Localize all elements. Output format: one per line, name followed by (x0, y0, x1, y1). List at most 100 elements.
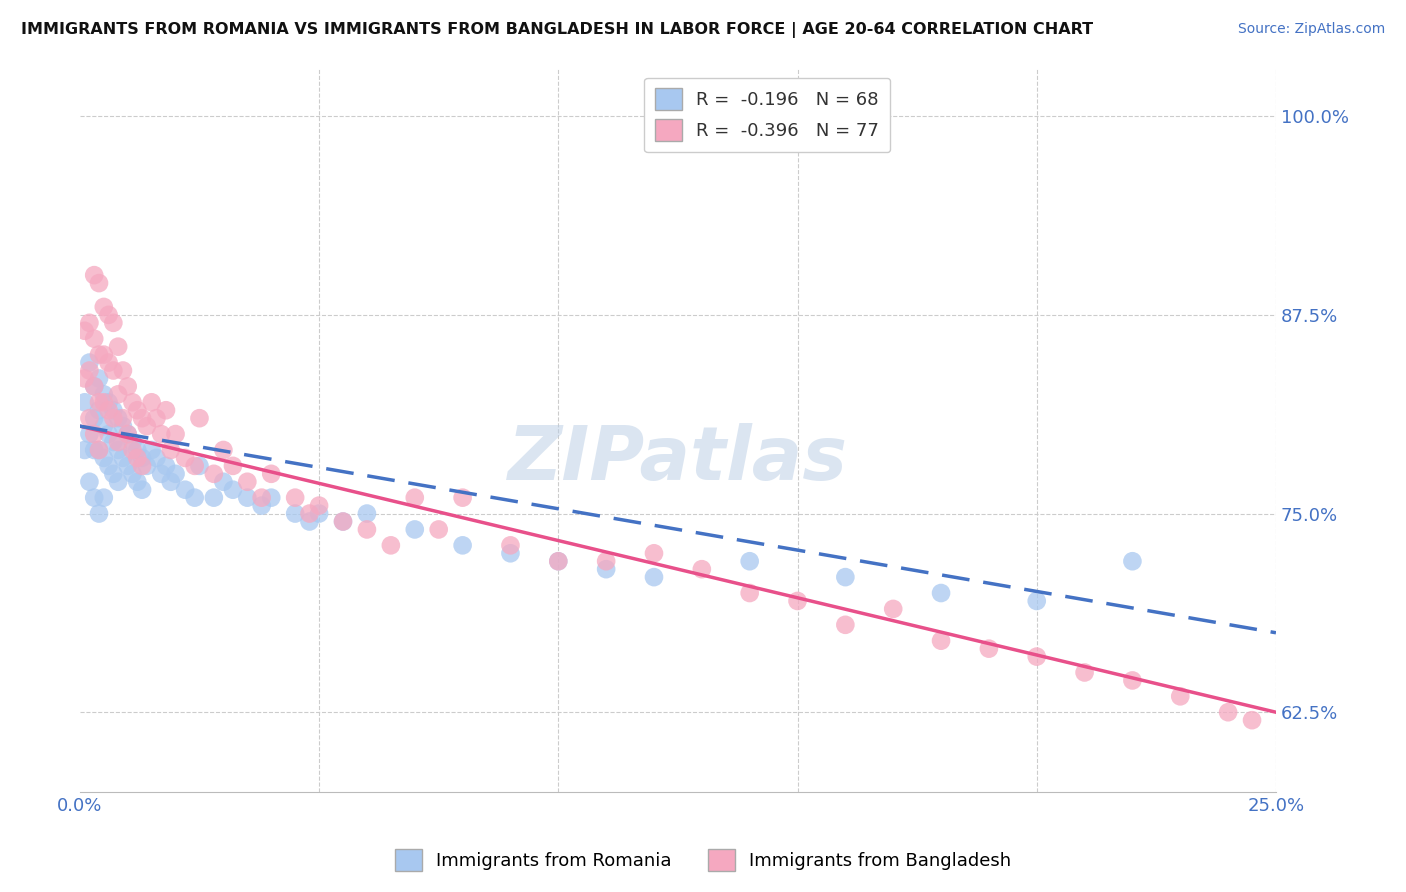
Point (73, 371, 96, 385)
Point (155, 403, 177, 417)
Point (834, 617, 856, 632)
Point (83, 411, 105, 425)
Point (83, 442, 105, 457)
Point (131, 411, 153, 425)
Point (107, 435, 129, 450)
Point (298, 507, 321, 521)
Point (451, 491, 474, 505)
Point (83, 379, 105, 393)
Point (97, 308, 120, 322)
Point (93, 450, 115, 465)
Point (93, 491, 115, 505)
Point (155, 458, 177, 473)
Point (131, 458, 153, 473)
Point (103, 363, 125, 377)
Point (97, 403, 120, 417)
Point (87, 442, 110, 457)
Text: ZIPatlas: ZIPatlas (508, 423, 848, 496)
Point (834, 570, 856, 584)
Point (141, 442, 163, 457)
Point (404, 491, 426, 505)
Point (117, 379, 139, 393)
Point (159, 442, 181, 457)
Point (595, 554, 617, 568)
Point (250, 491, 273, 505)
Point (83, 268, 105, 282)
Point (356, 523, 378, 537)
Point (738, 586, 761, 600)
Point (1073, 665, 1095, 680)
Point (83, 491, 105, 505)
Point (111, 411, 134, 425)
Point (135, 458, 157, 473)
Point (222, 483, 245, 497)
Point (404, 523, 426, 537)
Point (929, 633, 952, 648)
Point (121, 395, 143, 409)
Point (121, 435, 143, 450)
Point (250, 499, 273, 513)
Point (145, 450, 167, 465)
Point (117, 458, 139, 473)
Point (236, 491, 259, 505)
Point (202, 491, 225, 505)
Point (308, 507, 330, 521)
Point (117, 427, 139, 442)
Point (643, 546, 665, 560)
Point (117, 427, 139, 442)
Point (738, 554, 761, 568)
Point (298, 515, 321, 529)
Point (111, 419, 134, 434)
Point (141, 395, 163, 409)
Point (150, 467, 173, 481)
Text: IMMIGRANTS FROM ROMANIA VS IMMIGRANTS FROM BANGLADESH IN LABOR FORCE | AGE 20-64: IMMIGRANTS FROM ROMANIA VS IMMIGRANTS FR… (21, 22, 1094, 38)
Point (1240, 713, 1263, 727)
Point (127, 442, 149, 457)
Point (165, 467, 187, 481)
Point (356, 507, 378, 521)
Point (107, 442, 129, 457)
Point (183, 458, 205, 473)
Point (87, 371, 110, 385)
Point (97, 427, 120, 442)
Point (308, 499, 330, 513)
Point (121, 467, 143, 481)
Point (79, 316, 101, 330)
Point (643, 570, 665, 584)
Point (159, 475, 181, 489)
Text: Source: ZipAtlas.com: Source: ZipAtlas.com (1237, 22, 1385, 37)
Point (73, 395, 96, 409)
Point (121, 442, 143, 457)
Point (188, 458, 211, 473)
Point (547, 554, 569, 568)
Point (284, 507, 307, 521)
Point (79, 427, 101, 442)
Point (103, 435, 125, 450)
Point (107, 475, 129, 489)
Point (127, 475, 149, 489)
Point (236, 475, 259, 489)
Point (499, 546, 522, 560)
Point (332, 515, 354, 529)
Point (451, 538, 474, 552)
Point (284, 491, 307, 505)
Point (79, 475, 101, 489)
Point (93, 419, 115, 434)
Point (97, 395, 120, 409)
Point (165, 427, 187, 442)
Point (1168, 690, 1191, 704)
Point (103, 316, 125, 330)
Point (499, 538, 522, 552)
Point (93, 348, 115, 362)
Point (127, 403, 149, 417)
Point (135, 419, 157, 434)
Point (786, 594, 808, 608)
Point (103, 467, 125, 481)
Point (83, 427, 105, 442)
Point (882, 602, 904, 616)
Point (87, 276, 110, 290)
Point (83, 379, 105, 393)
Point (1121, 673, 1143, 688)
Point (87, 507, 110, 521)
Legend: Immigrants from Romania, Immigrants from Bangladesh: Immigrants from Romania, Immigrants from… (388, 842, 1018, 879)
